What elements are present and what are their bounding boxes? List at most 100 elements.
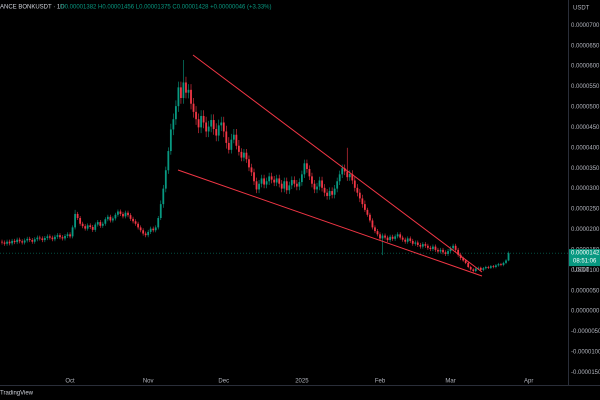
candle-body (358, 192, 361, 199)
candle-body (240, 151, 243, 158)
candle-body (16, 239, 19, 243)
candle-body (386, 237, 389, 241)
candle-body (316, 186, 318, 190)
candle-body (384, 235, 386, 238)
y-tick-label: 0.0000700 (571, 23, 600, 29)
candle-body (220, 122, 223, 126)
x-tick-label: Dec (218, 379, 229, 385)
candle-body (129, 215, 132, 219)
candle-body (419, 244, 422, 247)
candle-body (38, 237, 41, 239)
candle-body (424, 244, 427, 246)
candle-body (33, 239, 36, 242)
candle-body (109, 216, 112, 221)
candle-body (391, 236, 394, 239)
candle-body (401, 237, 404, 240)
candle-body (487, 267, 490, 268)
candle-body (169, 129, 172, 152)
candle-body (369, 214, 371, 221)
candle-body (338, 174, 341, 182)
candle-body (280, 183, 283, 189)
candle-body (379, 234, 381, 239)
candle-body (147, 231, 150, 236)
candle-body (117, 211, 119, 215)
candle-body (500, 264, 502, 265)
candle-body (396, 234, 399, 237)
candle-body (255, 181, 258, 190)
candle-body (192, 103, 195, 112)
candle-body (308, 169, 311, 177)
candle-body (232, 134, 235, 140)
candle-body (328, 191, 331, 196)
candle-body (48, 236, 51, 238)
candle-body (306, 163, 308, 170)
candle-body (144, 233, 147, 236)
candle-body (268, 176, 271, 182)
candle-body (89, 225, 92, 227)
candle-body (172, 119, 175, 130)
symbol-title: ANCE BONKUSDT · 1D (0, 5, 65, 11)
candle-body (467, 262, 470, 268)
candle-body (243, 152, 245, 158)
candle-body (164, 170, 167, 189)
candle-body (202, 115, 205, 123)
candle-body (489, 266, 492, 268)
candle-body (197, 119, 200, 128)
candle-body (482, 268, 485, 270)
y-tick-label: -0.0000100 (571, 350, 600, 356)
candle-body (449, 248, 452, 252)
candle-body (195, 111, 197, 120)
y-tick-label: 0.0000400 (571, 145, 600, 151)
candle-body (477, 267, 480, 269)
candle-body (81, 223, 84, 227)
candle-body (26, 238, 29, 241)
y-tick-label: -0.0000050 (571, 329, 600, 335)
candle-body (124, 212, 127, 217)
candle-body (484, 267, 487, 269)
candle-body (273, 179, 276, 183)
candle-body (104, 219, 107, 224)
candle-body (28, 238, 31, 241)
candle-body (285, 181, 288, 191)
candle-body (381, 235, 384, 239)
candle-body (200, 115, 202, 128)
candle-body (54, 236, 56, 240)
candle-body (260, 178, 263, 184)
candle-body (134, 221, 137, 224)
candle-body (64, 235, 66, 239)
candle-body (225, 131, 228, 143)
x-tick-label: 2025 (295, 379, 309, 385)
candle-body (336, 181, 339, 189)
candle-body (3, 242, 6, 244)
candle-body (205, 122, 208, 132)
candle-body (111, 218, 114, 221)
candle-body (479, 267, 482, 270)
candle-body (464, 260, 467, 263)
x-tick-label: Apr (524, 379, 533, 385)
candle-body (114, 214, 117, 219)
candle-body (444, 252, 447, 254)
candle-body (23, 240, 26, 243)
candle-body (452, 245, 454, 249)
candle-body (217, 125, 220, 136)
currency-label[interactable]: USDT (573, 6, 590, 12)
y-tick-label: 0.0000250 (571, 207, 600, 213)
candle-body (258, 183, 260, 190)
candle-body (439, 249, 442, 252)
candle-body (149, 228, 152, 232)
candle-body (31, 240, 34, 242)
candle-body (265, 181, 268, 185)
candle-body (1, 241, 3, 243)
brand-logo[interactable]: TradingView (0, 391, 34, 397)
candle-body (119, 211, 122, 214)
candle-body (56, 235, 59, 237)
candle-body (457, 249, 460, 255)
candle-body (162, 188, 165, 205)
x-tick-label: Mar (445, 379, 455, 385)
candle-body (293, 180, 296, 184)
candle-body (434, 246, 437, 250)
candle-body (137, 223, 139, 228)
candle-body (174, 106, 177, 120)
candle-body (497, 264, 500, 266)
